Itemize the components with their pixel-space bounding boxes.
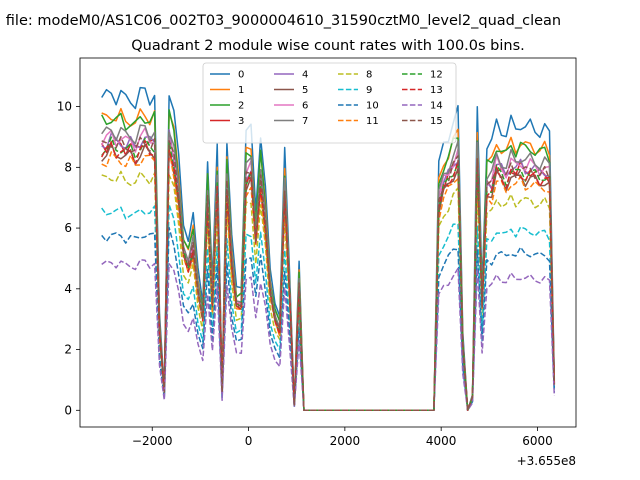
- x-tick-label: 2000: [330, 434, 361, 448]
- x-axis-offset-label: +3.655e8: [517, 454, 576, 468]
- y-tick-label: 10: [57, 100, 72, 114]
- legend-label-11: 11: [366, 116, 379, 127]
- x-axis: −2000 0 2000 4000 6000: [132, 427, 553, 448]
- legend-label-7: 7: [302, 116, 308, 127]
- plot-area-frame: [79, 57, 577, 428]
- x-tick-label: 0: [245, 434, 253, 448]
- legend-label-0: 0: [238, 70, 244, 81]
- legend-label-3: 3: [238, 116, 244, 127]
- legend-label-15: 15: [430, 116, 443, 127]
- legend-label-8: 8: [366, 70, 372, 81]
- x-tick-label: −2000: [132, 434, 173, 448]
- legend-label-13: 13: [430, 85, 443, 96]
- chart-title: Quadrant 2 module wise count rates with …: [131, 38, 525, 54]
- legend-label-4: 4: [302, 70, 308, 81]
- legend-label-14: 14: [430, 101, 443, 112]
- y-tick-label: 2: [64, 343, 72, 357]
- chart-suptitle: n file: modeM0/AS1C06_002T03_9000004610_…: [0, 13, 561, 29]
- y-axis: 0 2 4 6 8 10: [57, 100, 80, 417]
- series-line-10: [101, 226, 556, 412]
- legend-label-5: 5: [302, 85, 308, 96]
- legend-box: [202, 62, 457, 144]
- legend-label-9: 9: [366, 85, 372, 96]
- legend-label-12: 12: [430, 70, 443, 81]
- y-tick-label: 0: [64, 403, 72, 417]
- y-tick-label: 6: [64, 221, 72, 235]
- y-tick-label: 8: [64, 160, 72, 174]
- legend-label-1: 1: [238, 85, 244, 96]
- legend-label-2: 2: [238, 101, 244, 112]
- series-layer: [101, 86, 556, 412]
- legend-label-10: 10: [366, 101, 379, 112]
- series-line-15: [101, 136, 556, 412]
- legend-label-6: 6: [302, 101, 308, 112]
- x-tick-label: 4000: [426, 434, 457, 448]
- x-tick-label: 6000: [522, 434, 553, 448]
- series-line-14: [101, 259, 556, 412]
- y-tick-label: 4: [64, 282, 72, 296]
